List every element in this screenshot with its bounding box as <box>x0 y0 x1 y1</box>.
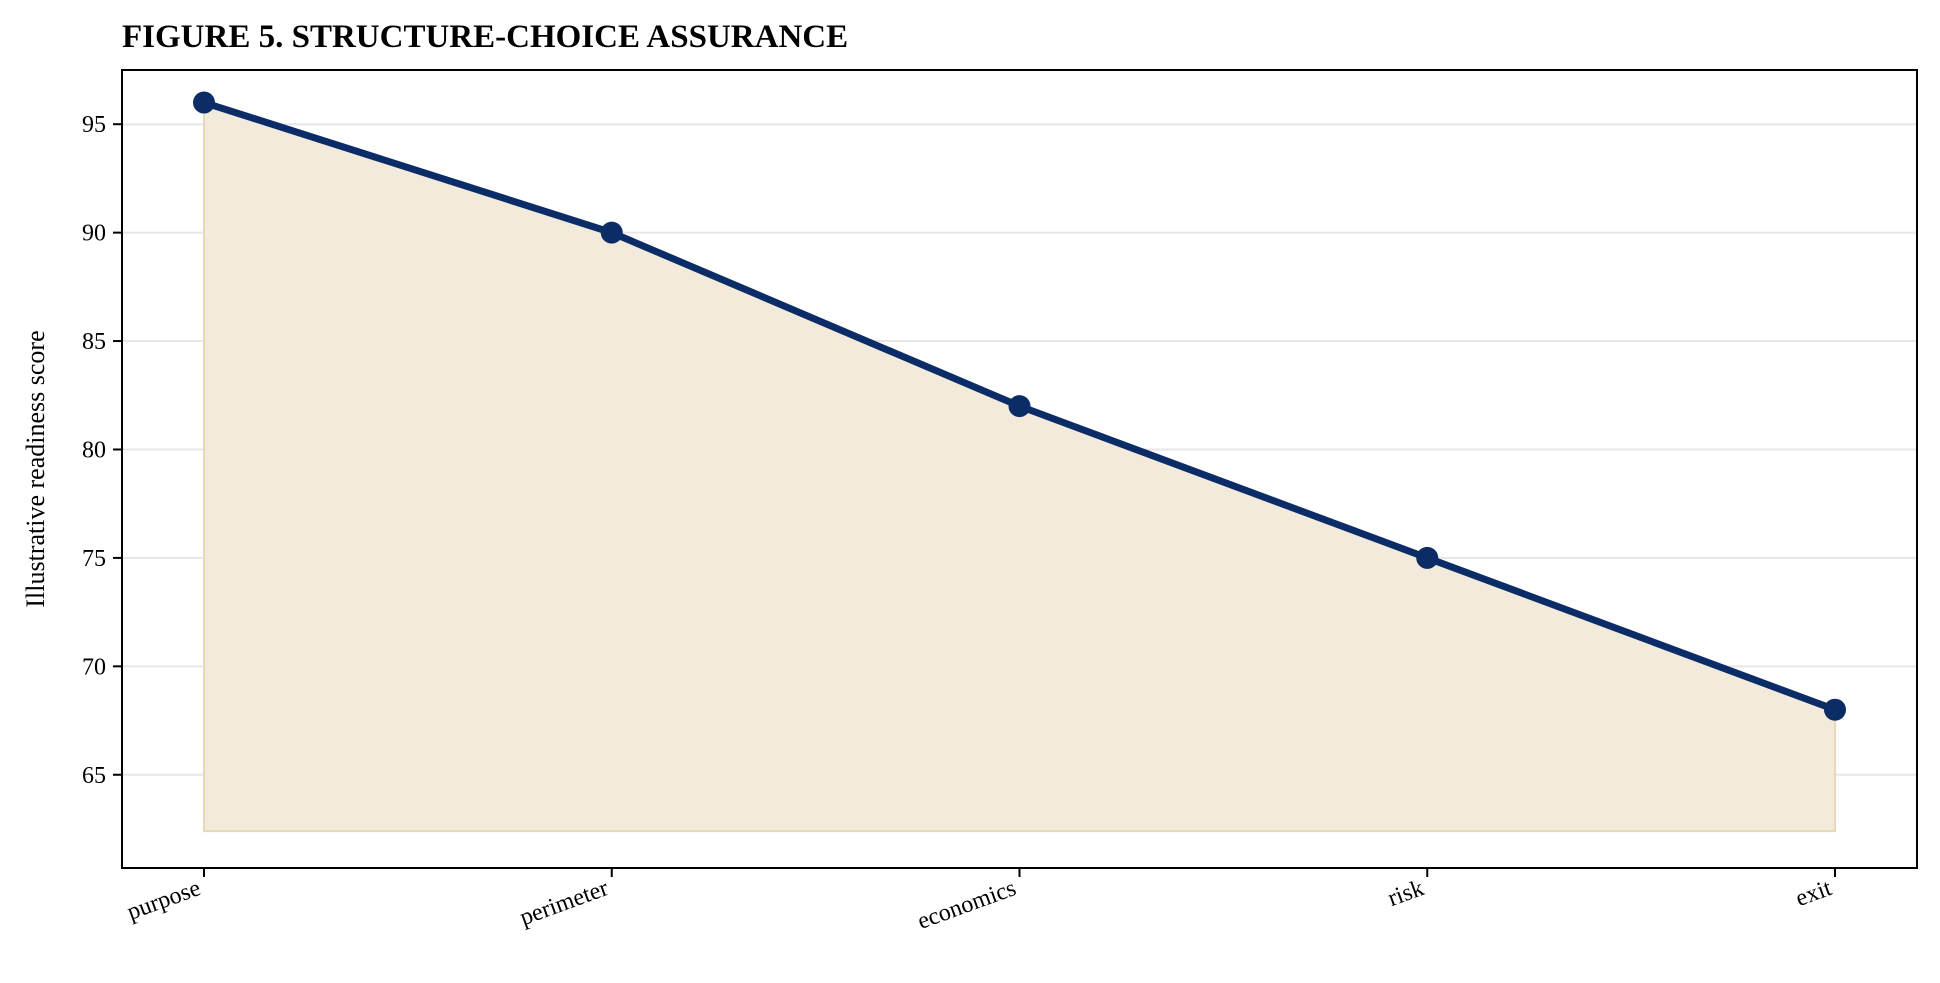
y-tick-label: 70 <box>82 654 106 680</box>
y-axis-ticks: 65 70 75 80 85 90 95 <box>82 112 122 789</box>
y-tick-label: 95 <box>82 112 106 138</box>
data-point-perimeter <box>600 221 623 244</box>
x-tick-label-purpose: purpose <box>124 875 204 925</box>
y-axis-label: Illustrative readiness score <box>21 330 50 607</box>
chart-title: FIGURE 5. STRUCTURE-CHOICE ASSURANCE <box>122 19 848 55</box>
y-tick-label: 75 <box>82 546 106 572</box>
y-tick-label: 90 <box>82 221 106 247</box>
data-point-purpose <box>193 91 215 114</box>
data-point-risk <box>1416 546 1439 569</box>
data-point-exit <box>1824 698 1846 721</box>
data-point-economics <box>1008 395 1031 418</box>
x-axis-ticks: purpose perimeter economics risk exit <box>124 868 1836 935</box>
y-tick-label: 65 <box>82 763 106 789</box>
x-tick-label-exit: exit <box>1792 875 1835 912</box>
x-tick-label-risk: risk <box>1385 875 1428 912</box>
marker-layer <box>193 91 1846 721</box>
y-tick-label: 80 <box>82 437 106 463</box>
area-fill-layer <box>203 101 1836 833</box>
area-fill <box>203 101 1836 833</box>
x-tick-label-economics: economics <box>914 875 1019 935</box>
y-tick-label: 85 <box>82 329 106 355</box>
x-tick-label-perimeter: perimeter <box>517 875 612 931</box>
